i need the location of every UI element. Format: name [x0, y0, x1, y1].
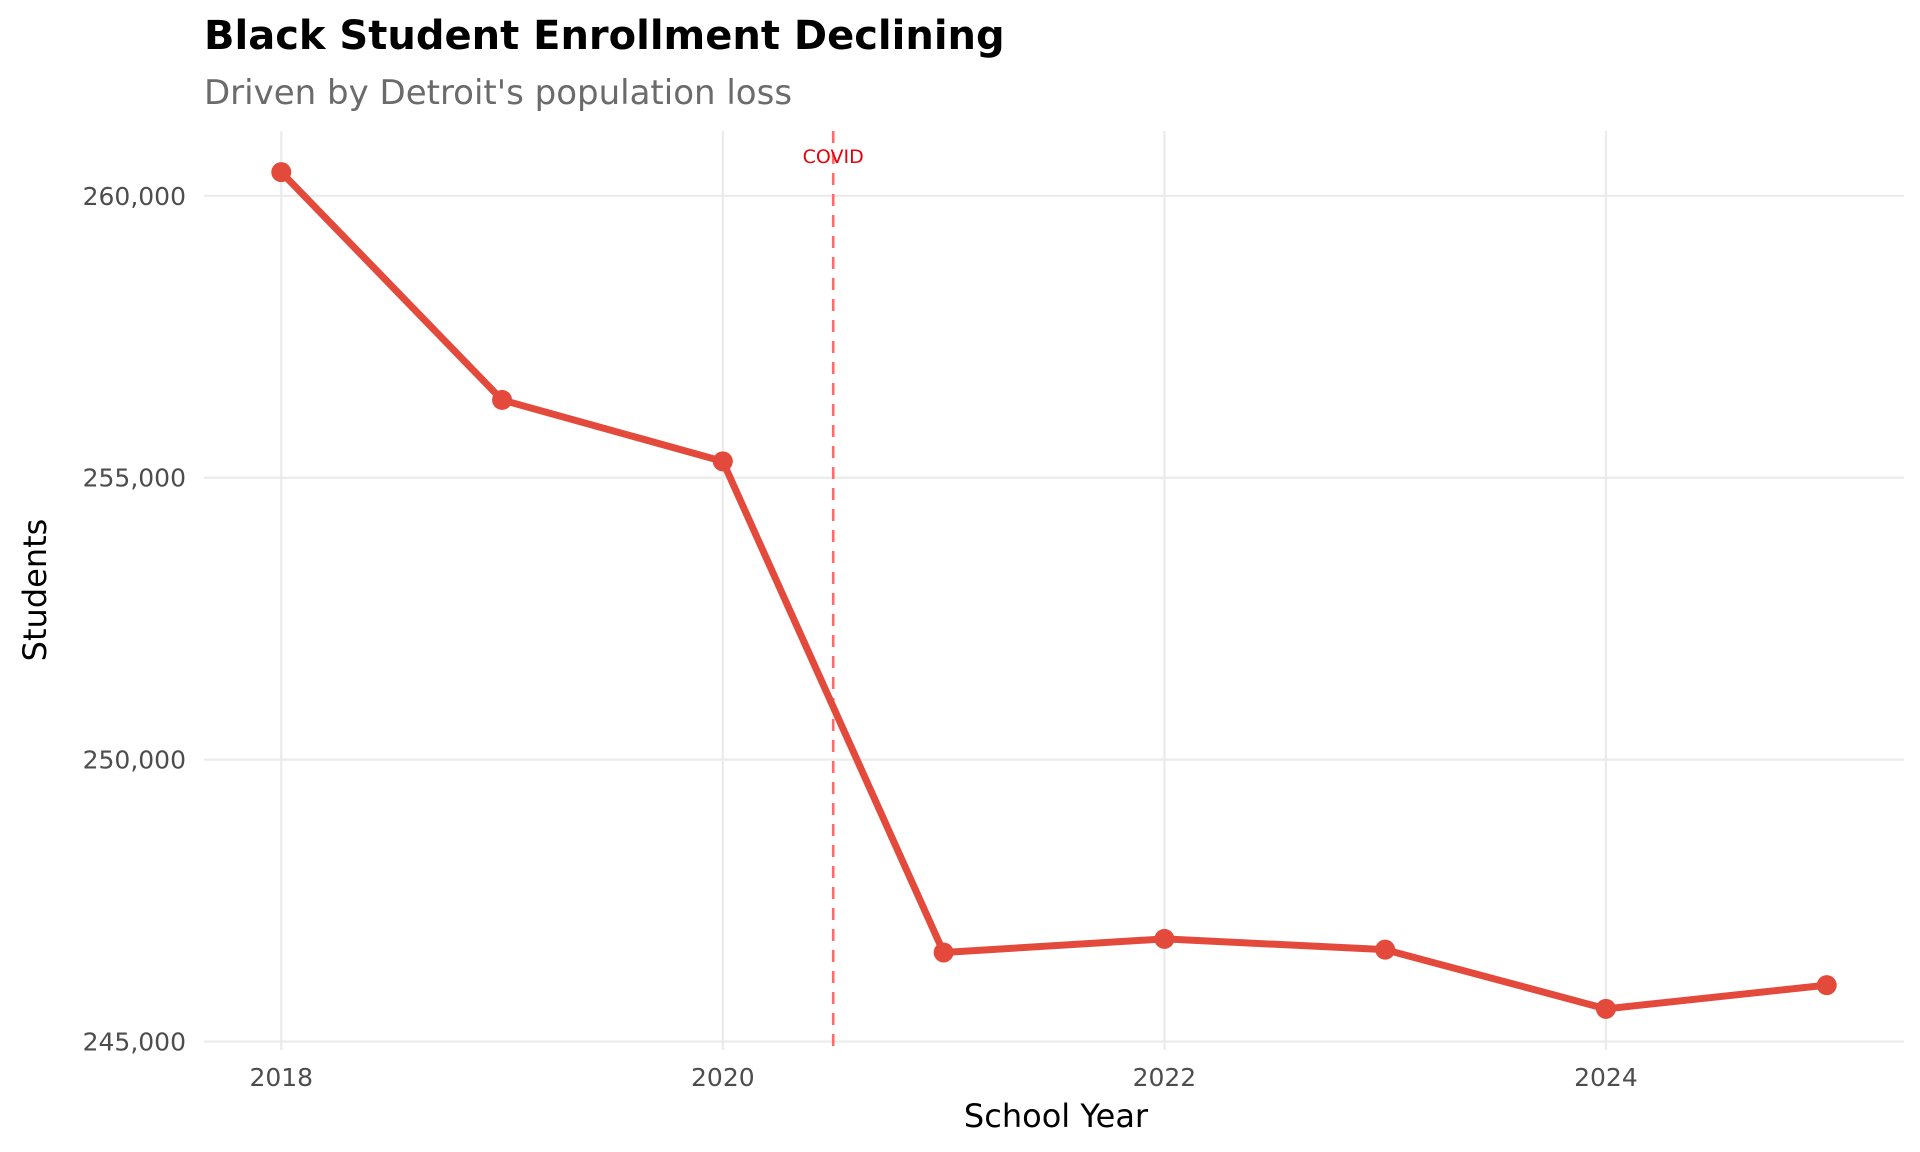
- y-axis-ticks: 245,000 250,000 255,000 260,000: [83, 182, 186, 1057]
- y-tick-label: 255,000: [83, 464, 186, 493]
- data-point: [1816, 975, 1837, 996]
- x-tick-label: 2024: [1574, 1063, 1638, 1092]
- data-point: [1375, 939, 1396, 960]
- series: [271, 162, 1837, 1019]
- y-tick-label: 250,000: [83, 746, 186, 775]
- data-point: [933, 942, 954, 963]
- gridlines: [204, 131, 1904, 1050]
- x-tick-label: 2022: [1133, 1063, 1197, 1092]
- data-point: [712, 451, 733, 472]
- x-axis-ticks: 2018 2020 2022 2024: [249, 1063, 1637, 1092]
- x-tick-label: 2018: [249, 1063, 313, 1092]
- data-point: [1154, 928, 1175, 949]
- chart-title: Black Student Enrollment Declining: [204, 13, 1005, 59]
- covid-label: COVID: [803, 146, 864, 168]
- y-axis-title: Students: [16, 519, 54, 662]
- series-line: [277, 168, 1831, 1013]
- data-point: [271, 162, 292, 183]
- x-axis-title: School Year: [964, 1097, 1149, 1135]
- data-point: [1595, 998, 1616, 1019]
- chart-subtitle: Driven by Detroit's population loss: [204, 73, 792, 113]
- y-tick-label: 245,000: [83, 1028, 186, 1057]
- x-tick-label: 2020: [691, 1063, 755, 1092]
- y-tick-label: 260,000: [83, 182, 186, 211]
- data-point: [492, 389, 513, 410]
- annotations: COVID: [803, 131, 864, 1050]
